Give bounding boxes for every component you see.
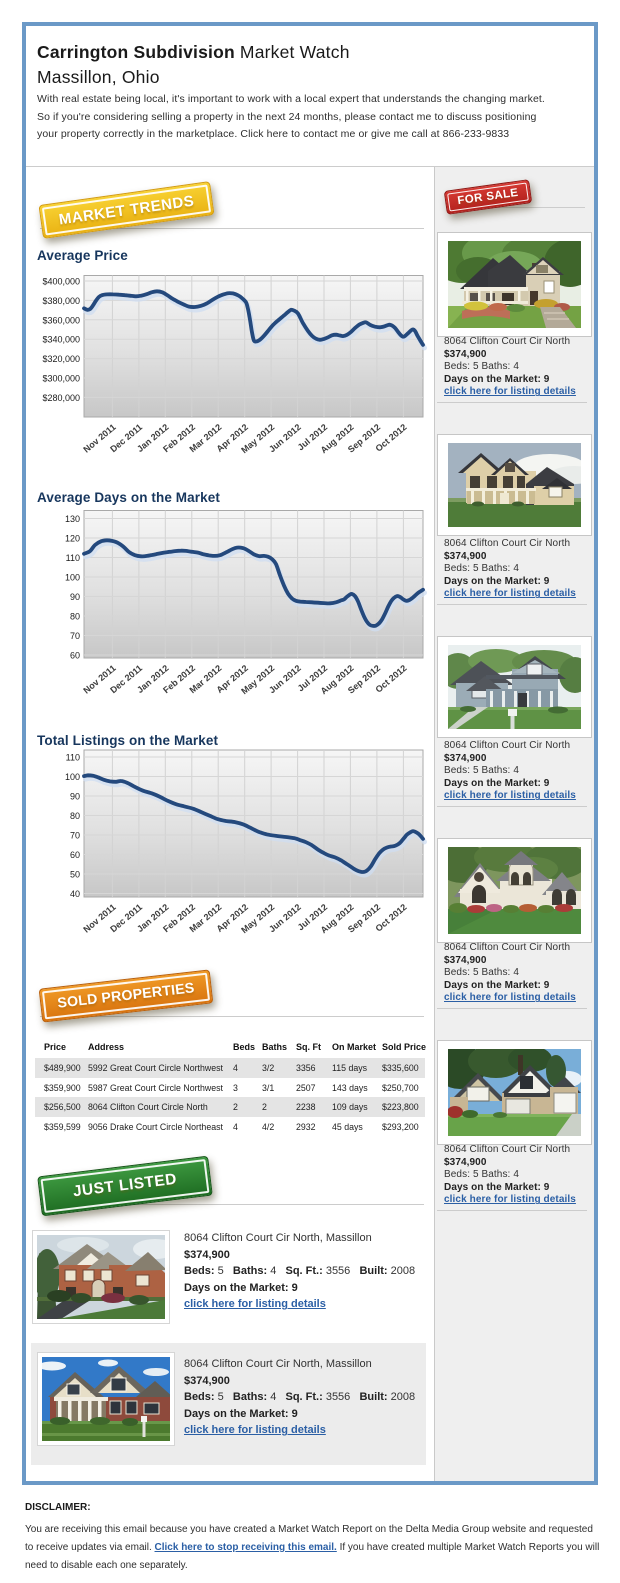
svg-text:80: 80: [70, 612, 80, 622]
svg-text:80: 80: [70, 811, 80, 821]
svg-text:110: 110: [66, 553, 80, 563]
svg-text:$380,000: $380,000: [42, 296, 80, 306]
svg-text:90: 90: [70, 592, 80, 602]
svg-text:60: 60: [70, 850, 80, 860]
svg-text:40: 40: [70, 889, 80, 899]
svg-text:50: 50: [70, 870, 80, 880]
svg-text:90: 90: [70, 792, 80, 802]
svg-text:100: 100: [65, 772, 80, 782]
svg-text:$280,000: $280,000: [42, 393, 80, 403]
svg-text:60: 60: [70, 651, 80, 661]
svg-text:$320,000: $320,000: [42, 354, 80, 364]
svg-text:120: 120: [65, 534, 80, 544]
svg-text:$360,000: $360,000: [42, 315, 80, 325]
svg-text:100: 100: [65, 573, 80, 583]
svg-text:110: 110: [66, 753, 80, 763]
svg-text:70: 70: [70, 631, 80, 641]
svg-text:$340,000: $340,000: [42, 335, 80, 345]
svg-text:$400,000: $400,000: [42, 277, 80, 287]
svg-text:70: 70: [70, 831, 80, 841]
svg-text:$300,000: $300,000: [42, 374, 80, 384]
svg-text:130: 130: [65, 514, 80, 524]
